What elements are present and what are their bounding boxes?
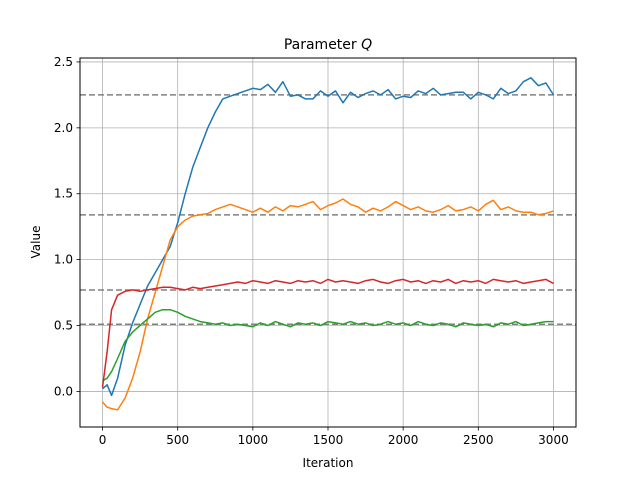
x-axis-ticks: 0 500 1000 1500 2000 2500 3000 xyxy=(99,427,569,447)
chart-title: Parameter Q xyxy=(284,37,372,53)
x-axis-label: Iteration xyxy=(303,456,354,470)
x-tick-label: 1500 xyxy=(313,433,344,447)
y-tick-label: 1.0 xyxy=(54,253,73,267)
series-line-3 xyxy=(102,308,554,382)
y-tick-label: 1.5 xyxy=(54,187,73,201)
series-line-1 xyxy=(102,77,555,397)
x-tick-label: 3000 xyxy=(538,433,569,447)
y-axis-ticks: 0.0 0.5 1.0 1.5 2.0 2.5 xyxy=(54,55,80,398)
series-line-4 xyxy=(101,278,554,388)
grid xyxy=(80,58,576,427)
y-tick-label: 2.0 xyxy=(54,121,73,135)
series-lines xyxy=(101,77,555,411)
reference-lines xyxy=(80,94,576,325)
x-tick-label: 1000 xyxy=(238,433,269,447)
series-line-2 xyxy=(101,198,554,411)
x-tick-label: 2500 xyxy=(463,433,494,447)
x-tick-label: 2000 xyxy=(388,433,419,447)
y-tick-label: 0.5 xyxy=(54,319,73,333)
y-tick-label: 2.5 xyxy=(54,55,73,69)
y-axis-label: Value xyxy=(29,226,43,259)
y-tick-label: 0.0 xyxy=(54,384,73,398)
x-tick-label: 500 xyxy=(166,433,189,447)
x-tick-label: 0 xyxy=(99,433,107,447)
